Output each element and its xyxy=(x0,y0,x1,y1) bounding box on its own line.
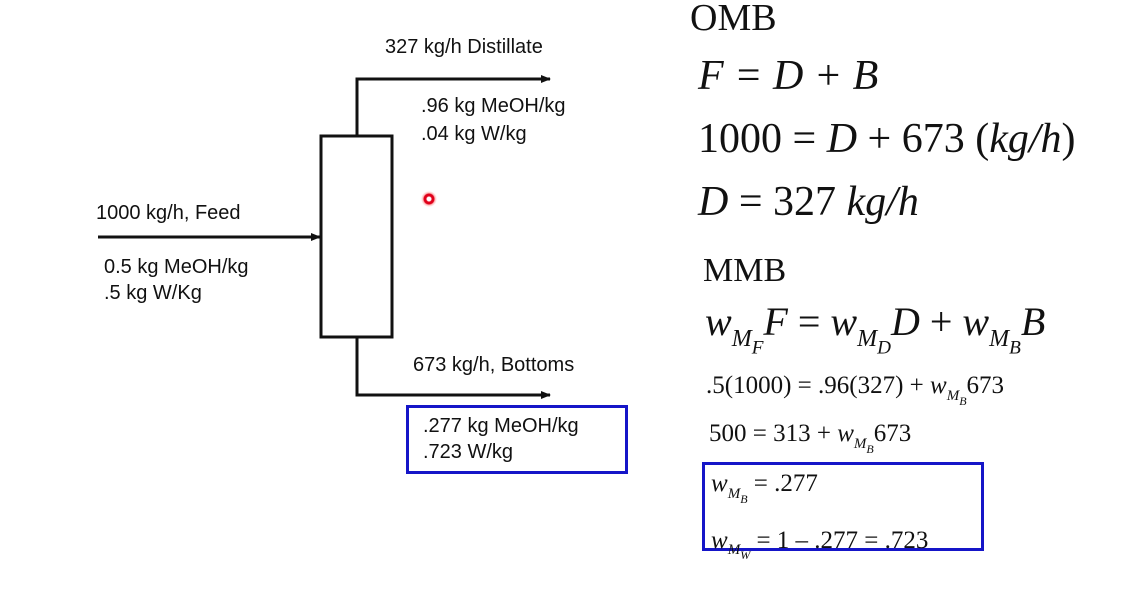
mmb-equation-1: wMFF = wMDD + wMBB xyxy=(705,299,1046,359)
bottoms-water: .723 W/kg xyxy=(423,441,514,463)
result-wmw: wMW = 1 – .277 = .723 xyxy=(711,526,929,563)
distillate-label: 327 kg/h Distillate xyxy=(385,36,543,58)
eq-rest: = D + B xyxy=(723,53,879,99)
mmb-title: MMB xyxy=(703,252,787,289)
bottoms-label: 673 kg/h, Bottoms xyxy=(413,354,575,376)
eq-unit: kg/h xyxy=(989,116,1062,162)
distillate-stream-arrow xyxy=(355,75,551,136)
distillate-water: .04 kg W/kg xyxy=(421,123,527,145)
eq-var: D xyxy=(826,116,858,162)
feed-label: 1000 kg/h, Feed xyxy=(96,202,241,224)
eq-rest: + 673 ( xyxy=(857,116,990,162)
distillate-meoh: .96 kg MeOH/kg xyxy=(421,95,566,117)
feed-composition: 0.5 kg MeOH/kg .5 kg W/Kg xyxy=(104,252,249,308)
laser-pointer-icon xyxy=(421,191,437,207)
eq-var: D xyxy=(698,179,729,225)
mmb-result-box: wMB = .277 wMW = 1 – .277 = .723 xyxy=(702,462,984,562)
bottoms-composition-box: .277 kg MeOH/kg .723 W/kg xyxy=(406,405,628,474)
result-wmb: wMB = .277 xyxy=(711,470,818,506)
distillation-column xyxy=(319,134,394,339)
omb-equation-1: F = D + B xyxy=(698,52,878,100)
eq-rest: = 327 xyxy=(728,179,847,225)
omb-equation-3: D = 327 kg/h xyxy=(698,178,919,226)
eq-var: F xyxy=(698,53,724,99)
bottoms-stream-arrow xyxy=(355,337,551,399)
eq-num: 1000 = xyxy=(698,116,827,162)
omb-equation-2: 1000 = D + 673 (kg/h) xyxy=(698,115,1076,163)
eq-close: ) xyxy=(1061,116,1076,162)
mmb-equation-3: 500 = 313 + wMB673 xyxy=(709,420,912,456)
eq-unit: kg/h xyxy=(846,179,919,225)
mmb-equation-2: .5(1000) = .96(327) + wMB673 xyxy=(706,372,1005,408)
feed-meoh: 0.5 kg MeOH/kg xyxy=(104,256,249,278)
omb-title: OMB xyxy=(690,0,777,39)
distillate-composition: .96 kg MeOH/kg .04 kg W/kg xyxy=(421,91,566,149)
feed-water: .5 kg W/Kg xyxy=(104,282,202,304)
bottoms-meoh: .277 kg MeOH/kg xyxy=(423,415,579,437)
